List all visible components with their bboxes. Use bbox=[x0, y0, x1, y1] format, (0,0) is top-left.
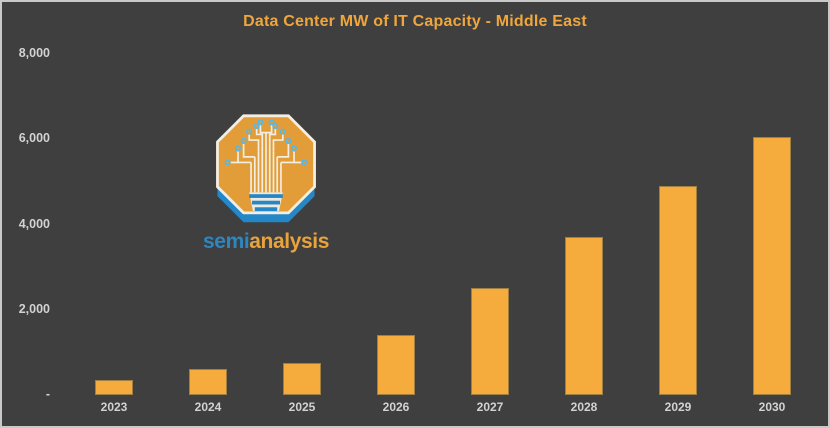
x-axis-label-2029: 2029 bbox=[664, 400, 692, 414]
circuit-tree-icon bbox=[230, 125, 302, 193]
watermark: semianalysis bbox=[198, 108, 334, 252]
bulb-base-icon bbox=[249, 192, 283, 211]
x-axis-label-2024: 2024 bbox=[194, 400, 222, 414]
chart-title: Data Center MW of IT Capacity - Middle E… bbox=[243, 13, 587, 30]
y-axis-tick-label: 2,000 bbox=[18, 301, 50, 316]
bar-2030 bbox=[753, 137, 791, 395]
bar-2026 bbox=[377, 335, 415, 395]
brand-wordmark: semianalysis bbox=[198, 231, 334, 252]
x-axis-label-2023: 2023 bbox=[100, 400, 128, 414]
y-axis-tick-label: - bbox=[45, 387, 50, 401]
semianalysis-logo-icon bbox=[216, 114, 316, 223]
bar-2028 bbox=[565, 237, 603, 395]
x-axis-label-2025: 2025 bbox=[288, 400, 316, 414]
plot-area bbox=[62, 54, 814, 395]
x-axis-label-2027: 2027 bbox=[476, 400, 504, 414]
x-axis-label-2030: 2030 bbox=[758, 400, 786, 414]
bar-2025 bbox=[283, 363, 321, 395]
bar-2024 bbox=[189, 369, 227, 395]
y-axis-tick-label: 6,000 bbox=[18, 131, 50, 146]
circuit-node-dots bbox=[224, 119, 308, 166]
bar-2023 bbox=[95, 380, 133, 395]
bar-2029 bbox=[659, 186, 697, 395]
bar-2027 bbox=[471, 288, 509, 395]
y-axis-tick-label: 8,000 bbox=[18, 46, 50, 60]
x-axis-label-2026: 2026 bbox=[382, 400, 410, 414]
brand-analysis: analysis bbox=[249, 230, 329, 253]
y-axis-tick-label: 4,000 bbox=[18, 216, 50, 231]
x-axis-label-2028: 2028 bbox=[570, 400, 598, 414]
brand-semi: semi bbox=[203, 230, 250, 253]
